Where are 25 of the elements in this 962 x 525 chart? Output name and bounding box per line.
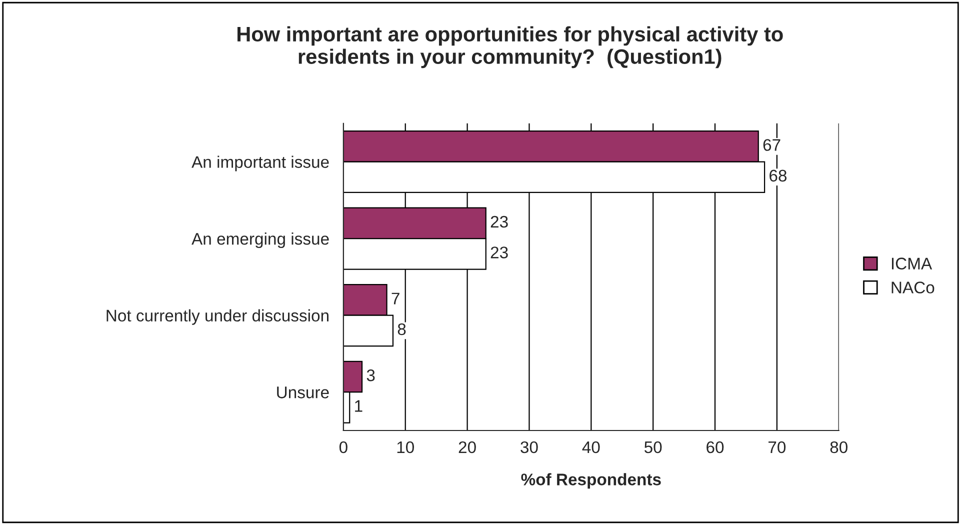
data-label: 67 <box>763 139 780 151</box>
data-label: 8 <box>398 323 406 336</box>
data-label: 7 <box>392 292 400 304</box>
y-tick-label: Unsure <box>277 386 329 398</box>
data-label: 23 <box>490 216 508 228</box>
x-tick-label: 60 <box>706 441 724 454</box>
x-tick-label: 30 <box>520 441 538 454</box>
data-label: 3 <box>366 369 375 382</box>
x-tick-label: 50 <box>644 441 662 454</box>
data-label: 1 <box>355 400 362 412</box>
y-tick-label: An emerging issue <box>192 232 329 248</box>
x-tick-label: 10 <box>397 441 414 454</box>
x-tick-label: 40 <box>582 441 600 454</box>
x-tick-label: 20 <box>458 441 476 454</box>
legend-label: NACo <box>892 282 934 294</box>
data-label: 23 <box>490 246 508 258</box>
x-tick-label: 0 <box>339 441 348 454</box>
chart-title: How important are opportunities for physical activity to residents in your community? (Question1) <box>238 26 783 68</box>
y-tick-label: An important issue <box>192 156 329 172</box>
data-label: 68 <box>770 170 787 182</box>
x-axis-title: %of Respondents <box>521 473 661 489</box>
y-tick-label: Not currently under discussion <box>106 309 328 325</box>
x-tick-label: 80 <box>830 441 848 454</box>
x-tick-label: 70 <box>768 441 786 454</box>
legend-label: ICMA <box>892 258 932 270</box>
